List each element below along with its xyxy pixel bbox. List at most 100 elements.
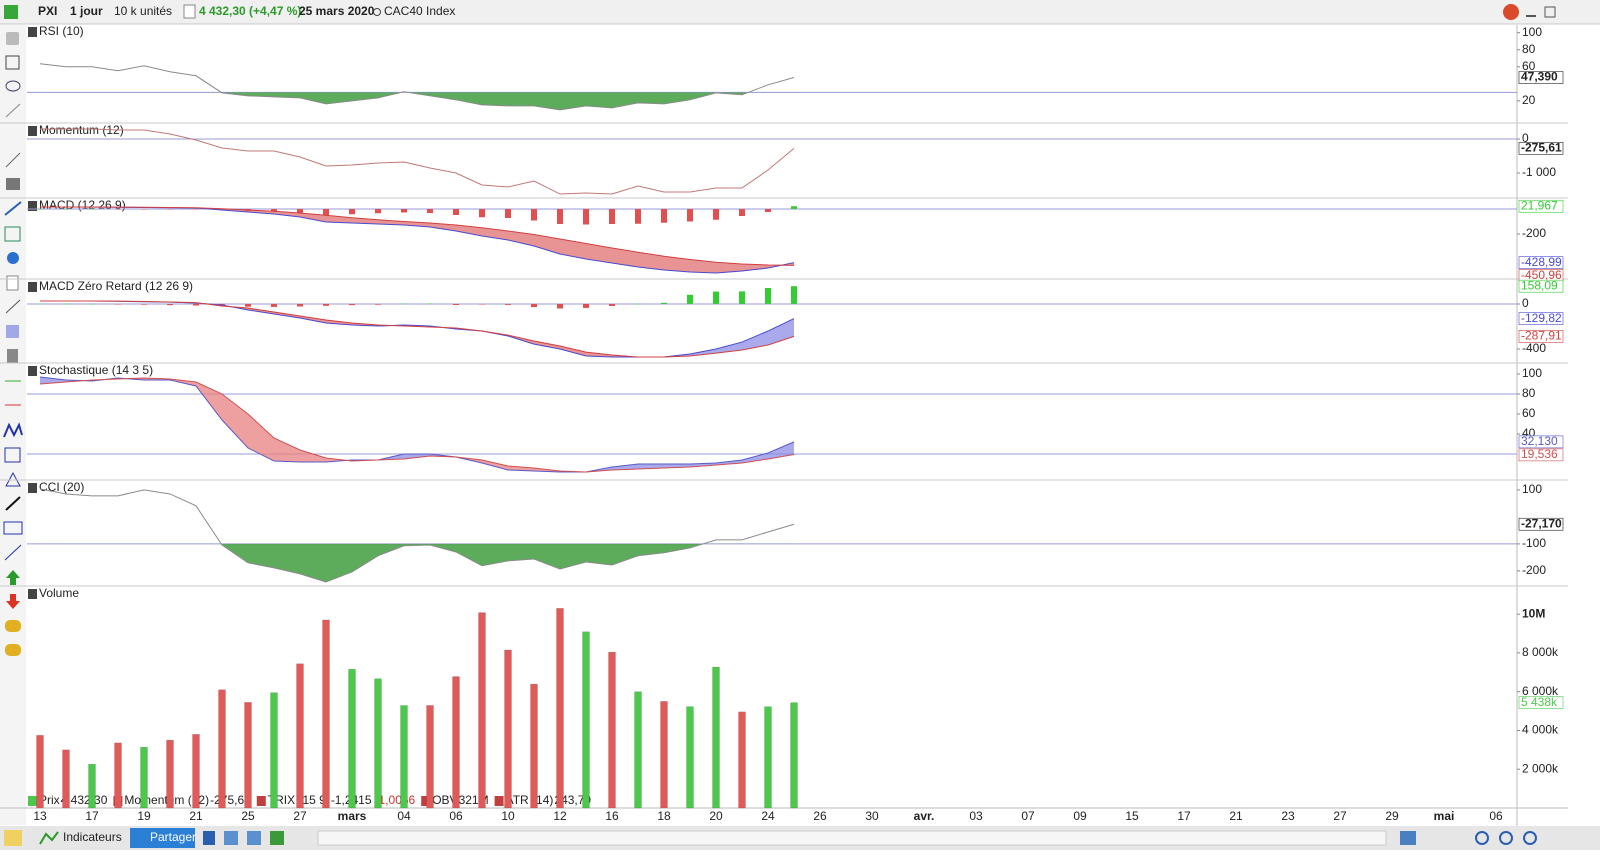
tool-icon[interactable] bbox=[6, 594, 20, 609]
histogram-bar bbox=[609, 209, 615, 224]
last-value-label: 21,967 bbox=[1521, 198, 1558, 212]
histogram-bar bbox=[141, 209, 147, 210]
panel-icon bbox=[28, 366, 37, 376]
tool-icon[interactable] bbox=[4, 447, 21, 463]
y-tick-label: -200 bbox=[1522, 226, 1546, 240]
draw-button[interactable] bbox=[4, 830, 22, 846]
histogram-bar bbox=[115, 303, 121, 305]
ribbon bbox=[274, 438, 300, 462]
histogram-bar bbox=[791, 206, 797, 209]
histogram-bar bbox=[635, 303, 641, 305]
share-button[interactable] bbox=[130, 828, 195, 848]
tool-icon[interactable] bbox=[6, 178, 20, 190]
last-value-box bbox=[1518, 448, 1564, 462]
tool-icon[interactable] bbox=[5, 55, 20, 70]
series-line bbox=[39, 377, 795, 473]
histogram-bar bbox=[37, 303, 43, 305]
price: 4 432,30 (+4,47 %) bbox=[199, 4, 301, 18]
zoom-icon[interactable] bbox=[1475, 831, 1489, 845]
histogram-bar bbox=[401, 303, 407, 305]
symbol[interactable]: PXI bbox=[38, 4, 57, 18]
x-tick-label: 04 bbox=[397, 809, 411, 823]
volume-bar bbox=[400, 705, 408, 809]
histogram-bar bbox=[531, 209, 537, 221]
x-tick-label: 09 bbox=[1073, 809, 1087, 823]
x-tick-label: 25 bbox=[241, 809, 255, 823]
tool-icon[interactable] bbox=[4, 226, 21, 242]
tool-icon[interactable] bbox=[270, 831, 284, 845]
histogram-bar bbox=[739, 291, 745, 304]
share-label[interactable]: Partager bbox=[150, 830, 196, 844]
volume-bar bbox=[530, 683, 538, 809]
last-value-label: -129,82 bbox=[1521, 311, 1562, 325]
tool-icon[interactable] bbox=[247, 831, 261, 845]
x-tick-label: 27 bbox=[1333, 809, 1347, 823]
tool-icon[interactable] bbox=[7, 252, 19, 264]
last-value-label: -450,96 bbox=[1521, 268, 1562, 282]
x-tick-label: 21 bbox=[189, 809, 203, 823]
y-tick-label: -1 000 bbox=[1522, 165, 1556, 179]
maximize-button[interactable] bbox=[1544, 6, 1556, 18]
tool-icon[interactable] bbox=[4, 544, 22, 561]
histogram-bar bbox=[713, 209, 719, 220]
histogram-bar bbox=[193, 303, 199, 306]
indicators-button[interactable]: Indicateurs bbox=[63, 830, 122, 844]
tool-icon[interactable] bbox=[5, 152, 21, 168]
tool-icon[interactable] bbox=[1400, 831, 1416, 845]
zoom-in[interactable] bbox=[1523, 831, 1537, 845]
histogram-bar bbox=[323, 303, 329, 306]
tool-icon[interactable] bbox=[6, 570, 20, 585]
tool-icon[interactable] bbox=[3, 422, 23, 438]
refresh-button[interactable] bbox=[1503, 4, 1519, 20]
tool-icon[interactable] bbox=[3, 521, 23, 535]
chart-type-button[interactable] bbox=[4, 5, 18, 19]
ribbon bbox=[300, 213, 326, 222]
last-value-box bbox=[1518, 199, 1564, 213]
volume-bar bbox=[556, 608, 564, 809]
histogram-bar bbox=[427, 303, 433, 305]
panel-title: RSI (10) bbox=[39, 24, 84, 38]
legend-value: 243,79 bbox=[554, 793, 591, 807]
tool-icon[interactable] bbox=[5, 80, 21, 92]
units[interactable]: 10 k unités bbox=[114, 4, 172, 18]
x-tick-label: 21 bbox=[1229, 809, 1243, 823]
histogram-bar bbox=[427, 209, 433, 213]
tool-icon[interactable] bbox=[203, 831, 215, 845]
histogram-bar bbox=[609, 303, 615, 307]
last-value-box bbox=[1518, 279, 1564, 293]
histogram-bar bbox=[505, 209, 511, 218]
x-tick-label: avr. bbox=[914, 809, 935, 823]
histogram-bar bbox=[167, 303, 173, 306]
period[interactable]: 1 jour bbox=[70, 4, 103, 18]
legend-name: ATR (14) bbox=[506, 793, 554, 807]
tool-icon[interactable] bbox=[7, 349, 18, 363]
tool-icon[interactable] bbox=[5, 103, 21, 118]
panel-icon bbox=[28, 27, 37, 37]
ribbon bbox=[768, 441, 794, 459]
x-tick-label: 17 bbox=[85, 809, 99, 823]
scrollbar[interactable] bbox=[317, 830, 1387, 846]
tool-icon[interactable] bbox=[6, 275, 19, 291]
tool-icon[interactable] bbox=[4, 201, 22, 216]
tool-icon[interactable] bbox=[5, 299, 21, 314]
zoom-out[interactable] bbox=[1499, 831, 1513, 845]
y-tick-label: 60 bbox=[1522, 406, 1536, 420]
volume-bar bbox=[738, 711, 746, 809]
tool-icon[interactable] bbox=[5, 620, 21, 632]
tool-icon[interactable] bbox=[6, 32, 19, 45]
area-below-reference bbox=[40, 543, 794, 582]
y-tick-label: 10M bbox=[1522, 606, 1545, 620]
ribbon bbox=[742, 453, 768, 463]
volume-bar bbox=[790, 702, 798, 809]
info-icon[interactable] bbox=[183, 4, 196, 19]
histogram-bar bbox=[375, 209, 381, 214]
tool-icon[interactable] bbox=[224, 831, 238, 845]
tool-icon[interactable] bbox=[6, 325, 19, 338]
tool-icon[interactable] bbox=[5, 644, 21, 656]
tool-icon[interactable] bbox=[5, 496, 21, 511]
y-tick-label: -200 bbox=[1522, 563, 1546, 577]
panel-icon bbox=[28, 126, 37, 136]
histogram-bar bbox=[453, 209, 459, 215]
volume-bar bbox=[166, 739, 174, 809]
